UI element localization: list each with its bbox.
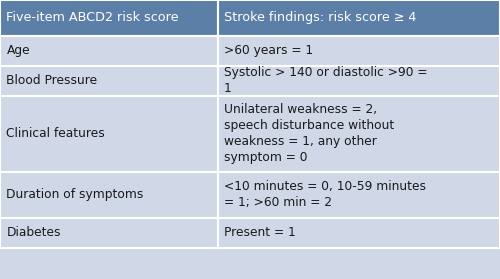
Text: Stroke findings: risk score ≥ 4: Stroke findings: risk score ≥ 4 — [224, 11, 416, 24]
Bar — [0, 96, 218, 172]
Text: <10 minutes = 0, 10-59 minutes
= 1; >60 min = 2: <10 minutes = 0, 10-59 minutes = 1; >60 … — [224, 180, 426, 209]
Bar — [0, 218, 218, 248]
Text: Diabetes: Diabetes — [6, 226, 61, 239]
Text: Present = 1: Present = 1 — [224, 226, 296, 239]
Bar — [0, 36, 218, 66]
Bar — [218, 66, 500, 96]
Text: Clinical features: Clinical features — [6, 128, 105, 140]
Bar — [218, 218, 500, 248]
Text: Systolic > 140 or diastolic >90 =
1: Systolic > 140 or diastolic >90 = 1 — [224, 66, 428, 95]
Bar — [0, 0, 218, 36]
Bar — [218, 96, 500, 172]
Text: Five-item ABCD2 risk score: Five-item ABCD2 risk score — [6, 11, 179, 24]
Text: Blood Pressure: Blood Pressure — [6, 74, 98, 87]
Text: Duration of symptoms: Duration of symptoms — [6, 188, 144, 201]
Bar — [0, 66, 218, 96]
Bar — [218, 172, 500, 218]
Bar — [218, 36, 500, 66]
Text: >60 years = 1: >60 years = 1 — [224, 44, 313, 57]
Bar — [218, 0, 500, 36]
Text: Unilateral weakness = 2,
speech disturbance without
weakness = 1, any other
symp: Unilateral weakness = 2, speech disturba… — [224, 104, 394, 164]
Bar — [0, 172, 218, 218]
Text: Age: Age — [6, 44, 30, 57]
